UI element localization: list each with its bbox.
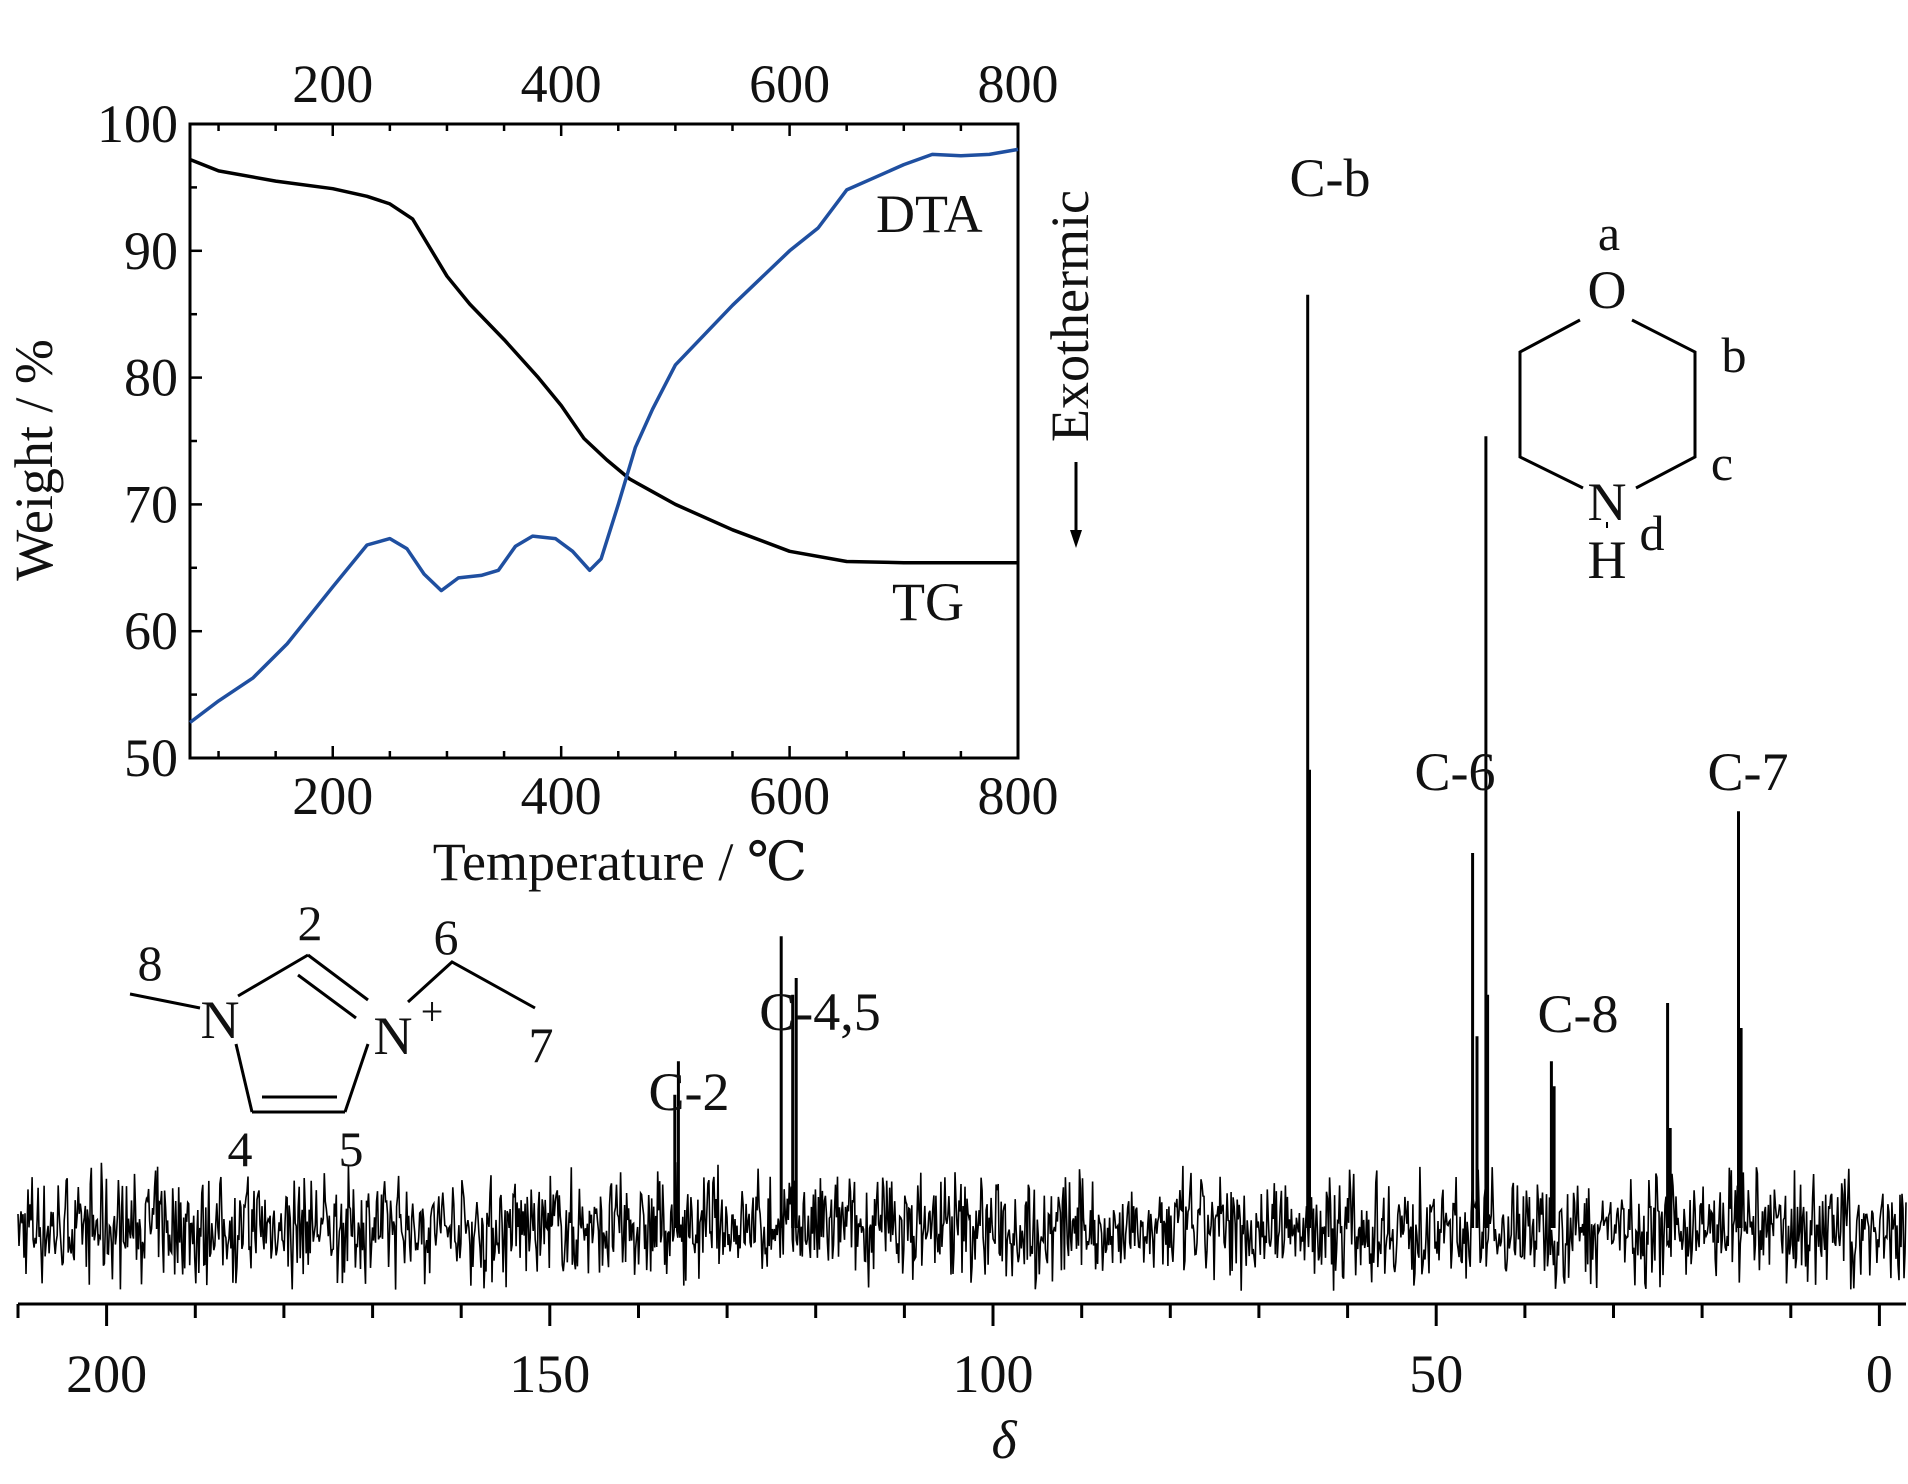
series-label-tg: TG bbox=[892, 572, 964, 632]
nmr-x-tick-label: 50 bbox=[1409, 1344, 1463, 1404]
series-tg-line bbox=[189, 157, 1018, 565]
morpholine-structure: O N H a b c d bbox=[1518, 205, 1747, 590]
morpholine-label-c: c bbox=[1711, 435, 1733, 491]
imidazolium-label-2: 2 bbox=[298, 895, 323, 951]
nmr-x-tick-label: 100 bbox=[953, 1344, 1034, 1404]
inset-ticks: 200 400 600 800 200 400 600 800 50 60 70 80 90 100 bbox=[97, 54, 1059, 826]
bond-c2-n3-double bbox=[297, 973, 357, 1020]
nmr-baseline-noise bbox=[17, 1162, 1907, 1291]
bond-n3-c4 bbox=[343, 1043, 370, 1113]
inset-x-tick-label: 600 bbox=[749, 766, 830, 826]
peak-label-c-7: C-7 bbox=[1708, 742, 1789, 802]
imidazolium-n3-atom: N bbox=[374, 1006, 413, 1066]
methyl-bond bbox=[129, 992, 201, 1010]
inset-y-tick-label: 60 bbox=[124, 601, 178, 661]
inset-y-tick-label: 70 bbox=[124, 474, 178, 534]
exothermic-arrow-head bbox=[1070, 530, 1082, 548]
bond-c2-n3 bbox=[307, 953, 369, 1002]
morpholine-o-atom: O bbox=[1588, 260, 1627, 320]
inset-y-tick-label: 90 bbox=[124, 221, 178, 281]
nmr-x-tick-label: 0 bbox=[1866, 1344, 1893, 1404]
morpholine-label-d: d bbox=[1640, 505, 1665, 561]
inset-x-tick-label: 800 bbox=[978, 766, 1059, 826]
imidazolium-charge: + bbox=[421, 989, 444, 1034]
imidazolium-label-6: 6 bbox=[434, 909, 459, 965]
inset-right-axis-label: Exothermic bbox=[1040, 190, 1100, 442]
series-label-dta: DTA bbox=[876, 184, 983, 244]
peak-label-c-b: C-b bbox=[1290, 148, 1371, 208]
inset-x-tick-label: 400 bbox=[521, 766, 602, 826]
nmr-peaks bbox=[673, 294, 1743, 1228]
inset-y-axis-label: Weight / % bbox=[4, 339, 64, 581]
morpholine-label-b: b bbox=[1722, 327, 1747, 383]
inset-x-axis-label: Temperature / ℃ bbox=[433, 832, 807, 892]
nmr-x-tick-label: 200 bbox=[66, 1344, 147, 1404]
morpholine-n-atom: N bbox=[1588, 472, 1627, 532]
morpholine-label-a: a bbox=[1598, 205, 1620, 261]
imidazolium-label-5: 5 bbox=[339, 1121, 364, 1177]
tg-dta-inset: 200 400 600 800 200 400 600 800 50 60 70 80 90 100 Te… bbox=[4, 54, 1100, 892]
inset-top-x-tick-label: 600 bbox=[749, 54, 830, 114]
inset-y-tick-label: 80 bbox=[124, 348, 178, 408]
nmr-x-tick-label: 150 bbox=[509, 1344, 590, 1404]
peak-label-c-8: C-8 bbox=[1538, 984, 1619, 1044]
ethyl-bonds bbox=[406, 960, 536, 1010]
imidazolium-label-4: 4 bbox=[228, 1121, 253, 1177]
inset-x-tick-label: 200 bbox=[292, 766, 373, 826]
morpholine-ring-bonds-right bbox=[1631, 318, 1697, 490]
inset-top-x-tick-label: 800 bbox=[978, 54, 1059, 114]
nmr-x-ticks: 200 150 100 50 0 bbox=[16, 1304, 1893, 1404]
inset-y-tick-label: 50 bbox=[124, 728, 178, 788]
peak-label-c-6: C-6 bbox=[1415, 742, 1496, 802]
peak-label-c-4-5: C-4,5 bbox=[759, 982, 881, 1042]
morpholine-ring-bonds bbox=[1518, 318, 1584, 490]
bond-n1-c2 bbox=[237, 953, 309, 998]
nmr-baseline-trace bbox=[17, 1162, 1907, 1291]
imidazolium-label-8: 8 bbox=[138, 935, 163, 991]
morpholine-h-atom: H bbox=[1588, 530, 1627, 590]
inset-top-x-tick-label: 400 bbox=[521, 54, 602, 114]
inset-curves bbox=[188, 147, 1019, 724]
nmr-spectrum: 200 150 100 50 0 δ C-b C-6 C-7 C-8 C-4,5 C-2 bbox=[16, 148, 1907, 1470]
nmr-x-axis-label: δ bbox=[991, 1410, 1017, 1470]
peak-label-c-2: C-2 bbox=[649, 1062, 730, 1122]
inset-top-x-tick-label: 200 bbox=[292, 54, 373, 114]
bond-n1-c5 bbox=[234, 1043, 254, 1113]
imidazolium-n1-atom: N bbox=[201, 990, 240, 1050]
imidazolium-label-7: 7 bbox=[529, 1017, 554, 1073]
inset-y-tick-label: 100 bbox=[97, 94, 178, 154]
imidazolium-structure: N N + 2 4 5 6 7 8 bbox=[129, 895, 554, 1177]
series-dta-line bbox=[188, 147, 1019, 724]
